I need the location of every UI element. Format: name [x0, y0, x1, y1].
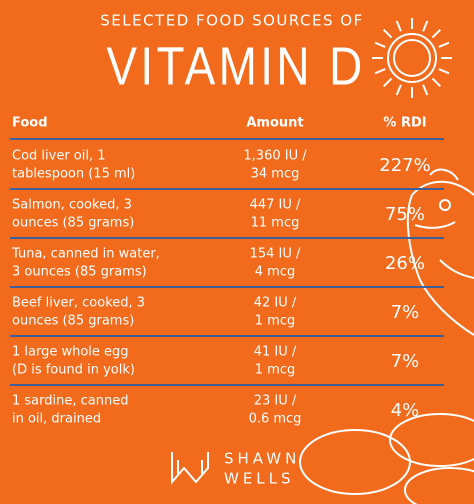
amount-text: 1 mcg: [255, 363, 295, 378]
amount-text: 34 mcg: [251, 167, 300, 182]
food-text: (D is found in yolk): [12, 363, 135, 378]
rdi-text: 26%: [385, 253, 425, 274]
food-text: Cod liver oil, 1: [12, 149, 106, 164]
sun-ray: [374, 68, 386, 75]
food-text: Beef liver, cooked, 3: [12, 296, 145, 311]
sun-ray: [395, 20, 402, 32]
brand-line: SHAWN: [224, 450, 300, 468]
title: VITAMIN D: [106, 36, 365, 96]
food-text: Tuna, canned in water,: [11, 247, 160, 262]
amount-text: 1,360 IU /: [243, 149, 307, 164]
food-text: tablespoon (15 ml): [12, 167, 135, 182]
sun-ray: [395, 84, 402, 96]
amount-text: 447 IU /: [250, 198, 301, 213]
amount-text: 0.6 mcg: [249, 412, 302, 427]
sun-ray: [438, 41, 450, 48]
sun-ray: [431, 29, 441, 39]
sun-ray: [422, 84, 429, 96]
food-text: 1 large whole egg: [12, 345, 129, 360]
sun-ray: [374, 41, 386, 48]
column-header: Food: [12, 116, 48, 131]
amount-text: 4 mcg: [255, 265, 295, 280]
food-text: 1 sardine, canned: [12, 394, 128, 409]
amount-text: 41 IU /: [254, 345, 297, 360]
food-text: 3 ounces (85 grams): [12, 265, 147, 280]
brand-line: WELLS: [224, 470, 295, 488]
sun-ray: [383, 29, 393, 39]
subtitle: SELECTED FOOD SOURCES OF: [100, 12, 363, 30]
sun-ray: [422, 20, 429, 32]
sun-ray: [438, 68, 450, 75]
rdi-text: 7%: [391, 351, 420, 372]
rdi-text: 7%: [391, 302, 420, 323]
amount-text: 154 IU /: [250, 247, 301, 262]
rdi-text: 75%: [385, 204, 425, 225]
rdi-text: 4%: [391, 400, 420, 421]
food-text: Salmon, cooked, 3: [12, 198, 132, 213]
fish-illustration: [406, 168, 474, 336]
rdi-text: 227%: [379, 155, 430, 176]
amount-text: 11 mcg: [251, 216, 300, 231]
amount-text: 1 mcg: [255, 314, 295, 329]
logo-icon: [171, 452, 209, 485]
table: Food Amount % RDI Cod liver oil, 1 tablespoo…: [10, 116, 444, 427]
food-text: in oil, drained: [12, 412, 101, 427]
food-text: ounces (85 grams): [12, 216, 134, 231]
column-header: Amount: [246, 116, 303, 131]
column-header: % RDI: [383, 116, 426, 131]
amount-text: 23 IU /: [254, 394, 297, 409]
amount-text: 42 IU /: [254, 296, 297, 311]
sun-ray: [383, 77, 393, 87]
sun-icon: [372, 18, 452, 98]
sun-ray: [431, 77, 441, 87]
food-text: ounces (85 grams): [12, 314, 134, 329]
eggs-illustration: [299, 413, 474, 504]
